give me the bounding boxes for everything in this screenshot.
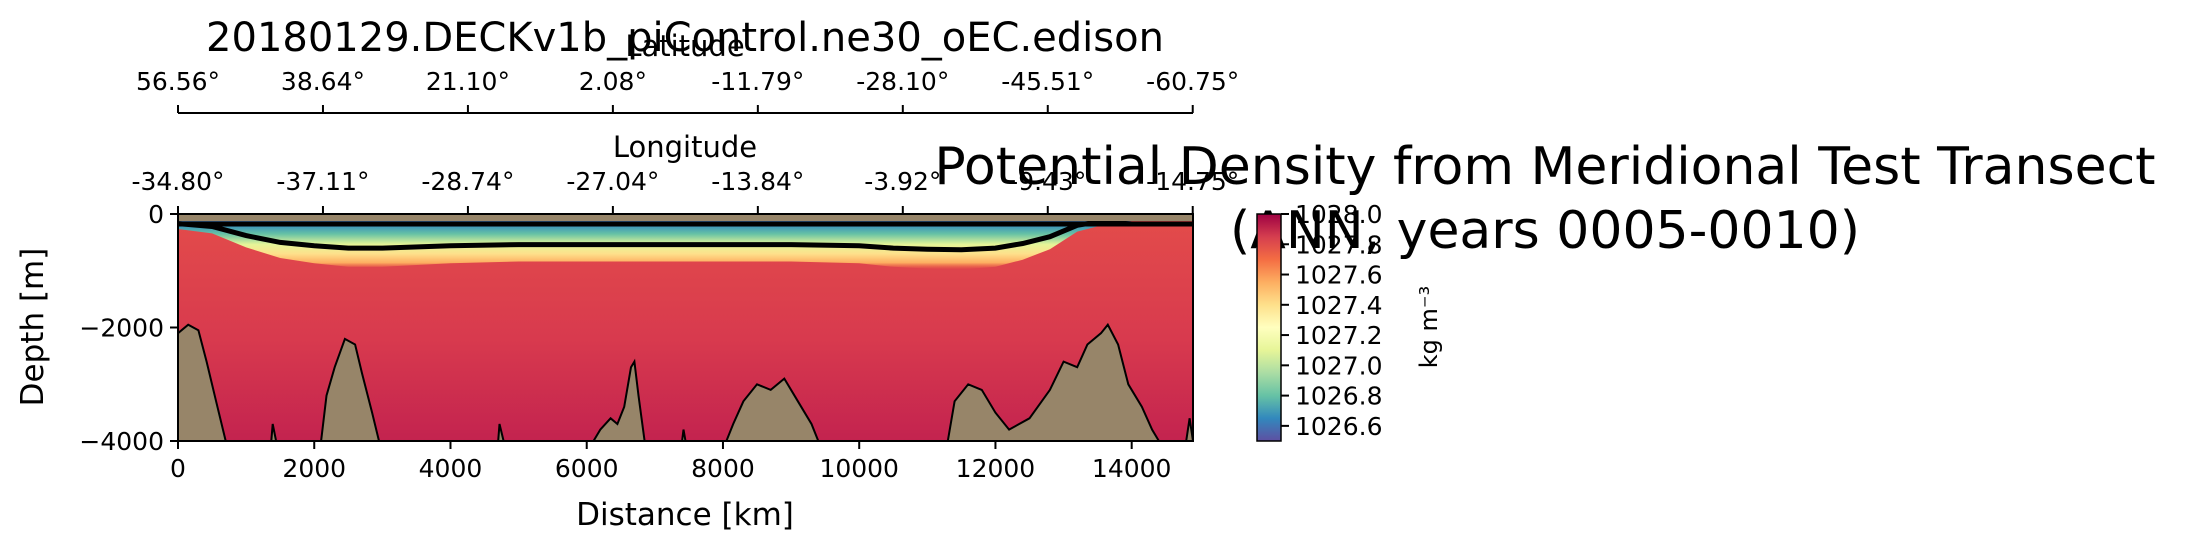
longitude-tick-label: -28.74° [421,167,514,196]
latitude-ticks: 56.56° 38.64° 21.10° 2.08° -11.79° -28.10° -45… [136,67,1239,113]
x-axis: 0 2000 4000 6000 8000 10000 12000 14000 [170,441,1171,483]
plot-area [178,214,1193,441]
longitude-axis-label: Longitude [613,130,757,164]
colorbar-tick-label: 1027.8 [1295,230,1382,259]
surface-land-strip [178,214,1193,221]
figure-suptitle: 20180129.DECKv1b_piControl.ne30_oEC.edis… [206,15,1164,61]
longitude-tick-label: -3.92° [864,167,941,196]
x-tick-label: 2000 [282,454,346,483]
x-tick-label: 10000 [819,454,899,483]
chart-title-line2: (ANN, years 0005-0010) [1230,201,1860,261]
colorbar-tick-label: 1027.6 [1295,261,1382,290]
longitude-tick-label: -14.75° [1146,167,1239,196]
thermocline-layer [178,214,1193,270]
latitude-tick-label: -28.10° [856,67,949,96]
x-tick-label: 8000 [691,454,755,483]
latitude-tick-label: 2.08° [579,67,647,96]
latitude-axis: 56.56° 38.64° 21.10° 2.08° -11.79° -28.10° -45… [136,29,1239,114]
colorbar: 1028.01027.81027.61027.41027.21027.01026… [1256,200,1443,442]
longitude-tick-label: -9.43° [1009,167,1086,196]
density-contour-line [178,215,1193,253]
colorbar-tick-label: 1027.0 [1295,351,1382,380]
colorbar-tick-label: 1026.6 [1295,412,1382,441]
x-tick-label: 0 [170,454,186,483]
colorbar-label: kg m⁻³ [1415,286,1443,368]
x-tick-label: 4000 [419,454,483,483]
colorbar-ticks: 1028.01027.81027.61027.41027.21027.01026… [1281,200,1382,441]
colorbar-tick-label: 1026.8 [1295,382,1382,411]
y-tick-label: −2000 [79,314,164,343]
latitude-tick-label: 38.64° [281,67,365,96]
bathymetry-landmass [178,322,1193,441]
x-axis-label: Distance [km] [576,497,794,533]
x-tick-label: 6000 [555,454,619,483]
colorbar-tick-label: 1027.2 [1295,321,1382,350]
colorbar-tick-label: 1027.4 [1295,291,1382,320]
longitude-tick-label: -34.80° [131,167,224,196]
y-tick-label: −4000 [79,427,164,456]
longitude-tick-label: -13.84° [711,167,804,196]
x-tick-label: 14000 [1092,454,1172,483]
y-axis-label: Depth [m] [15,248,51,407]
chart-title-line1: Potential Density from Meridional Test T… [934,137,2155,197]
latitude-axis-label: Latitude [625,29,744,63]
latitude-tick-label: -45.51° [1001,67,1094,96]
longitude-ticks: -34.80° -37.11° -28.74° -27.04° -13.84° -3.92… [131,167,1239,214]
longitude-axis: -34.80° -37.11° -28.74° -27.04° -13.84° -3.92… [131,130,1239,215]
longitude-tick-label: -37.11° [276,167,369,196]
latitude-tick-label: 56.56° [136,67,220,96]
y-tick-label: 0 [148,200,164,229]
colorbar-gradient [1256,213,1282,442]
latitude-tick-label: -11.79° [711,67,804,96]
longitude-tick-label: -27.04° [566,167,659,196]
latitude-tick-label: -60.75° [1146,67,1239,96]
y-axis: 0 −2000 −4000 [79,200,178,456]
colorbar-tick-label: 1028.0 [1295,200,1382,229]
latitude-tick-label: 21.10° [426,67,510,96]
x-tick-label: 12000 [956,454,1036,483]
